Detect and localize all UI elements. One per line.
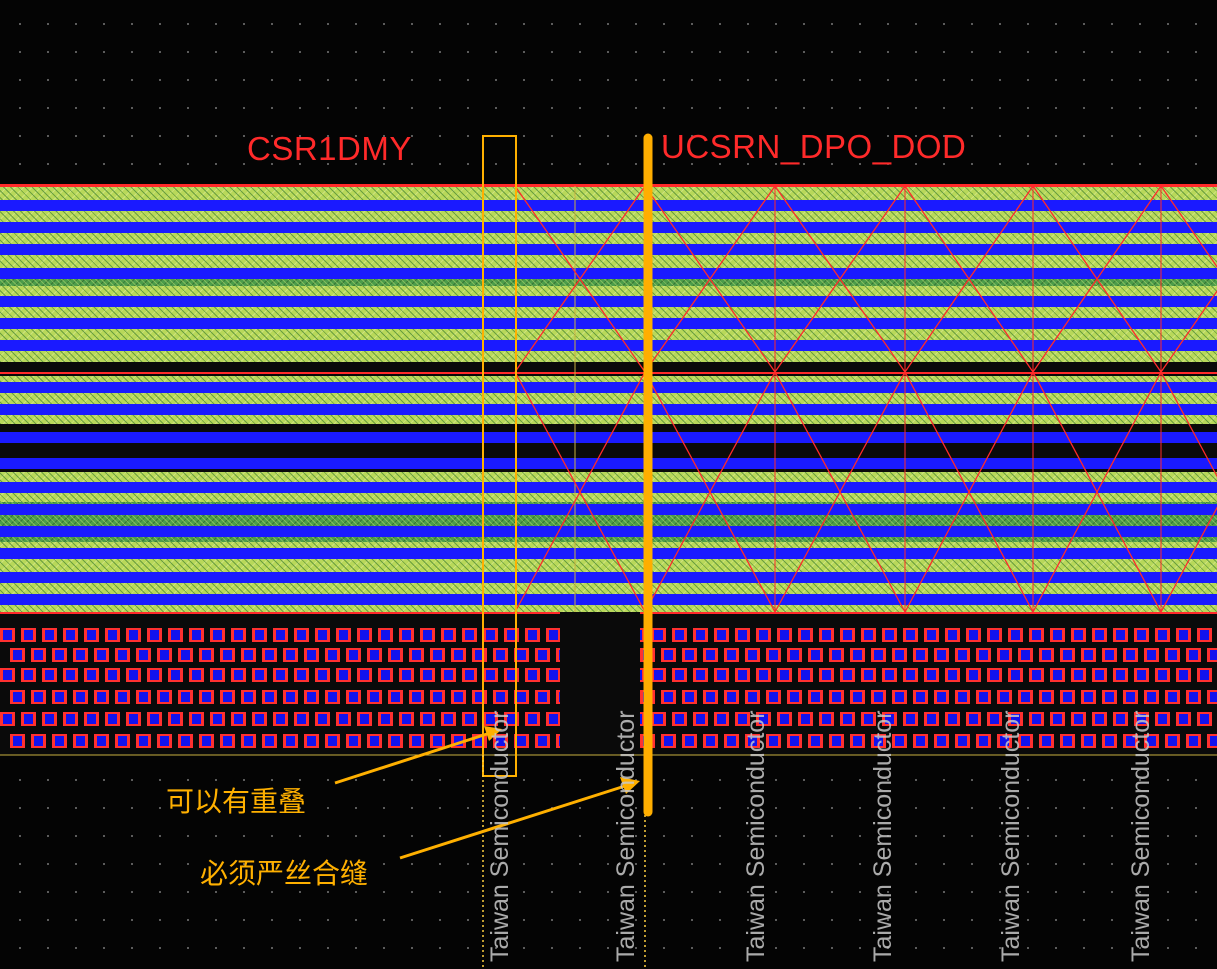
- via-row: [0, 244, 1217, 255]
- overlap-arrow-head: [484, 726, 502, 741]
- via-row: [0, 382, 1217, 393]
- via-row: [0, 482, 1217, 493]
- abut-arrow: [399, 784, 626, 860]
- cell-diagonal-line: [904, 371, 1034, 613]
- via-row: [0, 458, 1217, 469]
- cell-diagonal-line: [644, 185, 776, 373]
- via-row: [0, 432, 1217, 443]
- watermark-text: Taiwan Semiconductor: [612, 710, 640, 962]
- right-cell-label: UCSRN_DPO_DOD: [661, 128, 967, 165]
- cell-diagonal-line: [774, 185, 906, 373]
- via-row: [0, 268, 1217, 279]
- via-row: [0, 340, 1217, 351]
- cell-diagonal-line: [1032, 371, 1162, 613]
- watermark-text: Taiwan Semiconductor: [869, 710, 897, 962]
- cell-diagonal-line: [1160, 185, 1217, 268]
- via-row: [0, 222, 1217, 233]
- cell-gap-region: [560, 612, 640, 755]
- left-cell-label: CSR1DMY: [247, 130, 412, 167]
- via-row: [0, 594, 1217, 605]
- cell-diagonal-line: [904, 185, 1034, 373]
- abut-arrow-head: [620, 777, 640, 794]
- overlap-arrow: [334, 731, 491, 785]
- red-rail-line: [0, 372, 1217, 374]
- watermark-text: Taiwan Semiconductor: [997, 710, 1025, 962]
- od-band: [0, 276, 1217, 286]
- cell-diagonal-line: [514, 371, 646, 613]
- cell-diagonal-line: [1160, 290, 1217, 373]
- watermark-text: Taiwan Semiconductor: [486, 710, 514, 962]
- via-row: [0, 526, 1217, 537]
- via-row: [0, 200, 1217, 211]
- watermark-text: Taiwan Semiconductor: [1127, 710, 1155, 962]
- via-row: [0, 404, 1217, 415]
- cell-diagonal-line: [644, 371, 776, 613]
- cell-diagonal-line: [1160, 371, 1217, 478]
- via-row: [0, 548, 1217, 559]
- via-row: [0, 504, 1217, 515]
- cell-diagonal-line: [1160, 506, 1217, 613]
- via-row: [0, 572, 1217, 583]
- abut-annotation: 必须严丝合缝: [200, 857, 369, 890]
- cell-diagonal-line: [514, 185, 646, 373]
- cell-diagonal-line: [1032, 185, 1162, 373]
- via-row: [0, 296, 1217, 307]
- cell-diagonal-line: [774, 371, 906, 613]
- via-row: [0, 318, 1217, 329]
- overlap-annotation: 可以有重叠: [166, 785, 307, 818]
- overlap-highlight-box: [482, 135, 517, 777]
- watermark-text: Taiwan Semiconductor: [742, 710, 770, 962]
